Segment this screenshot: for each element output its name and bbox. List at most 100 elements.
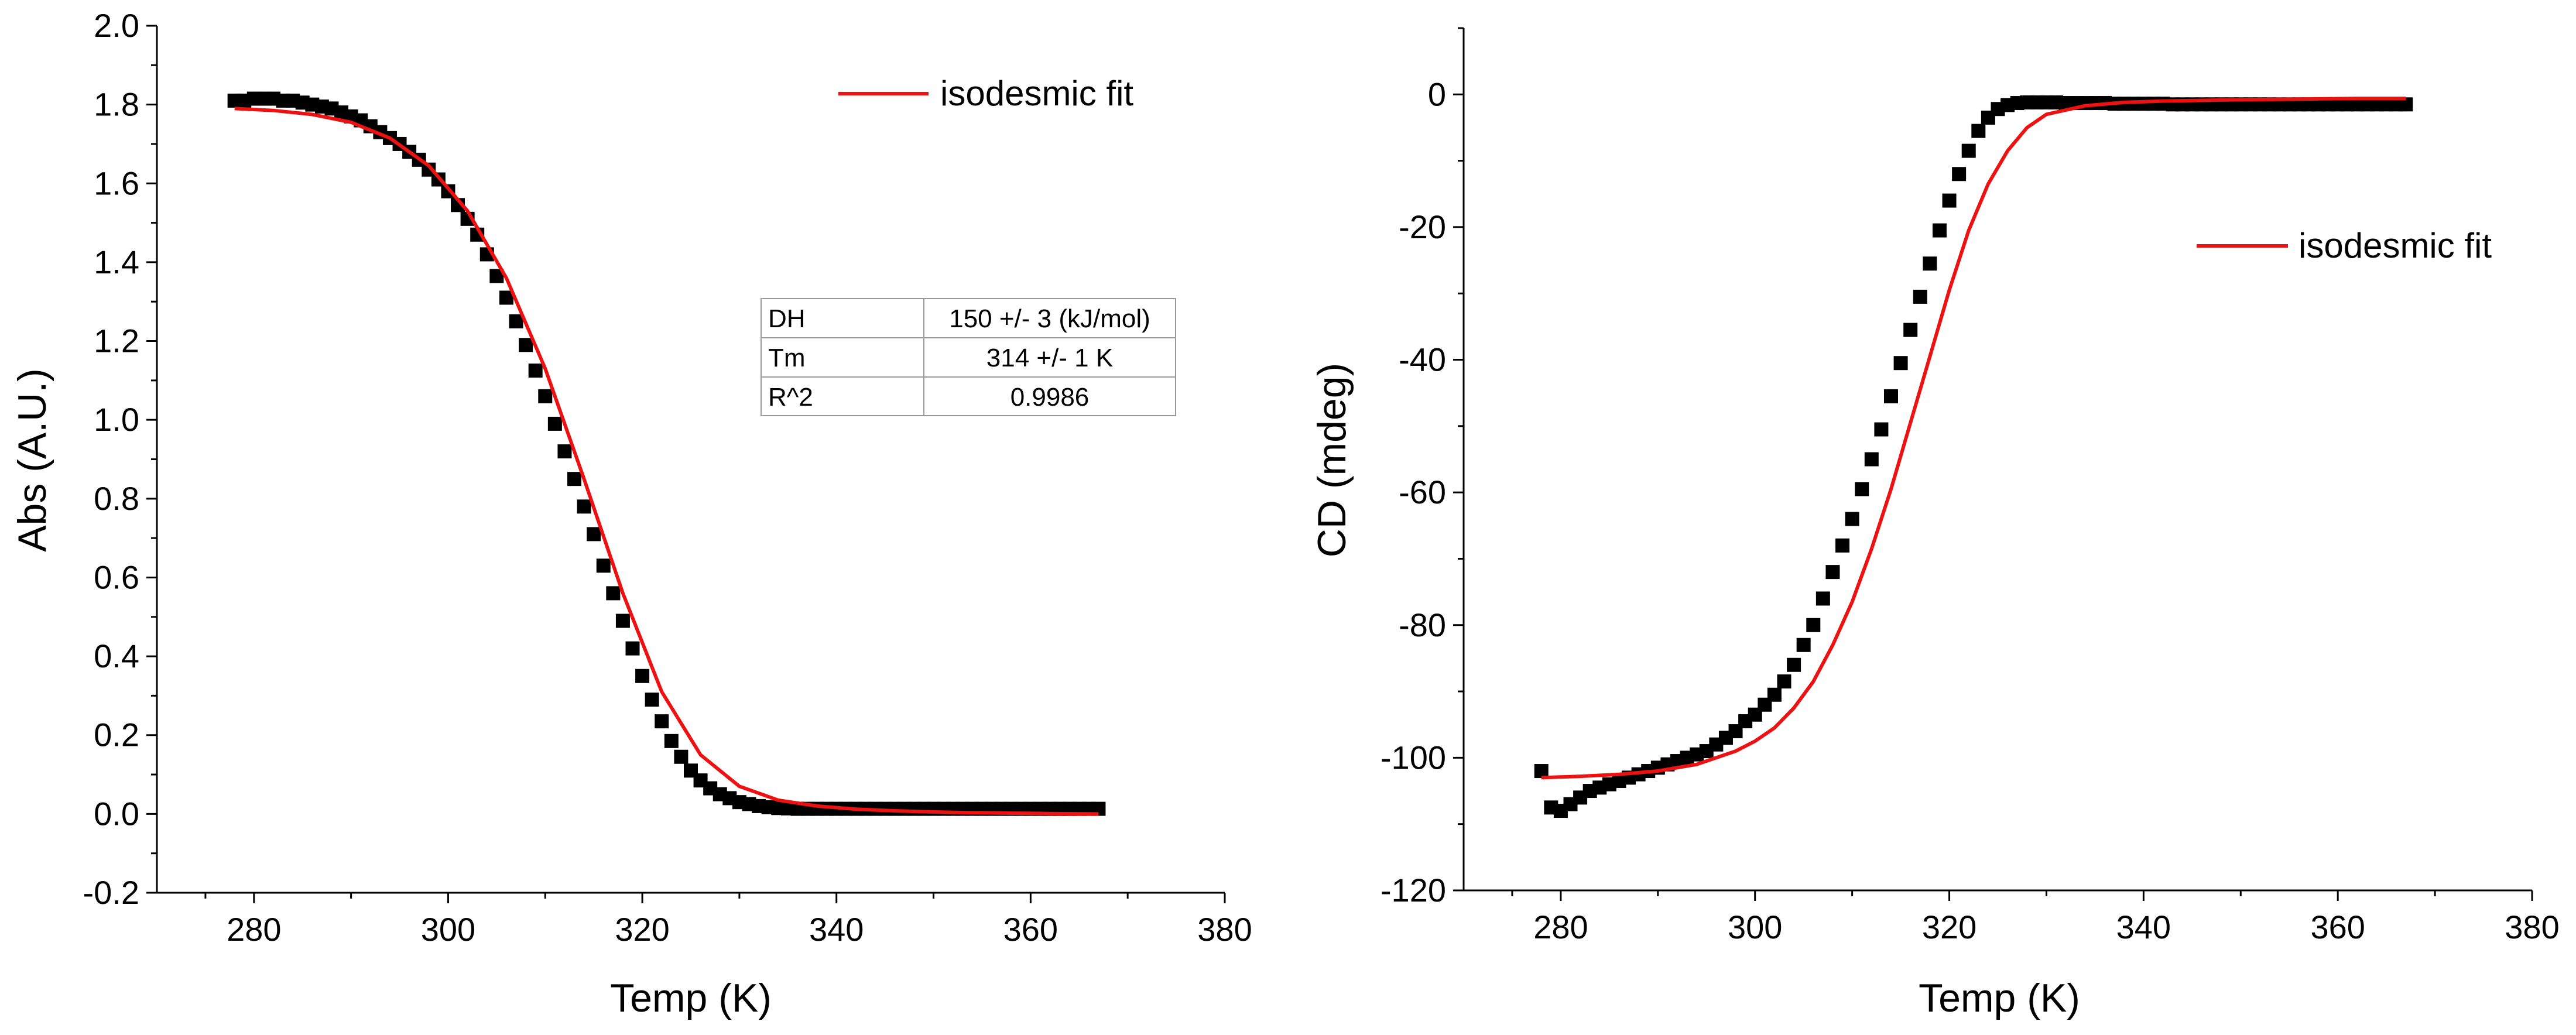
- abs-data-point: [615, 614, 630, 628]
- cd-y-tick-label: -20: [1399, 208, 1446, 245]
- cd-data-point: [1923, 256, 1937, 271]
- cd-data-point: [1845, 512, 1859, 526]
- abs-y-tick-label: 1.2: [94, 323, 139, 359]
- cd-data-point: [1893, 356, 1908, 371]
- cd-x-tick-label: 300: [1728, 909, 1782, 945]
- table-row-dh-label: DH: [768, 304, 806, 333]
- abs-data-point: [625, 641, 640, 656]
- absorbance-chart: -0.2 0.0 0.2 0.4 0.6 0.8 1.0 1.2 1.4 1.6 1.8 2.0 28…: [10, 7, 1252, 1020]
- abs-y-ticks: -0.2 0.0 0.2 0.4 0.6 0.8 1.0 1.2 1.4 1.6 1.8 2.0: [83, 7, 157, 911]
- cd-data-point: [1884, 389, 1898, 403]
- abs-data-point: [528, 364, 543, 378]
- fit-parameters-table: DH 150 +/- 3 (kJ/mol) Tm 314 +/- 1 K R^2…: [761, 298, 1176, 416]
- table-row-r2-value: 0.9986: [1010, 383, 1090, 412]
- cd-data-point: [1796, 638, 1811, 652]
- table-row-r2-label: R^2: [768, 383, 813, 412]
- cd-x-axis-title: Temp (K): [1919, 976, 2080, 1020]
- cd-data-point: [1825, 565, 1840, 580]
- abs-y-tick-label: 0.4: [94, 638, 139, 674]
- abs-data-point: [587, 527, 601, 542]
- abs-data-point: [635, 669, 650, 683]
- cd-data-point: [1903, 323, 1918, 337]
- cd-data-point: [1855, 482, 1869, 496]
- abs-data-point: [509, 314, 523, 328]
- abs-data-point: [664, 734, 679, 748]
- abs-legend: isodesmic fit: [838, 74, 1133, 113]
- cd-y-tick-label: 0: [1428, 76, 1446, 112]
- abs-x-ticks: 280 300 320 340 360 380: [204, 893, 1252, 948]
- cd-legend-label: isodesmic fit: [2298, 226, 2492, 265]
- abs-y-axis-title: Abs (A.U.): [10, 368, 54, 552]
- abs-x-tick-label: 340: [809, 911, 864, 948]
- cd-data-point: [1534, 764, 1549, 779]
- abs-data-point: [596, 558, 611, 573]
- abs-data-point: [567, 472, 582, 486]
- cd-data-point: [1913, 289, 1927, 304]
- cd-fit-line: [1541, 97, 2406, 780]
- cd-y-tick-label: -80: [1399, 606, 1446, 643]
- abs-data-point: [645, 693, 659, 707]
- cd-y-tick-label: -40: [1399, 341, 1446, 378]
- cd-data-point: [1787, 657, 1801, 672]
- abs-x-tick-label: 300: [421, 911, 475, 948]
- cd-x-tick-label: 280: [1533, 909, 1588, 945]
- abs-y-tick-label: -0.2: [83, 874, 140, 911]
- abs-x-axis-title: Temp (K): [610, 976, 772, 1020]
- abs-x-tick-label: 280: [227, 911, 281, 948]
- cd-axes: [1462, 28, 2532, 892]
- cd-x-tick-label: 380: [2505, 909, 2559, 945]
- cd-data-point: [1961, 143, 1976, 158]
- abs-fit-line: [234, 107, 1099, 816]
- cd-y-tick-label: -100: [1381, 739, 1446, 776]
- abs-data-points: [227, 91, 1106, 816]
- abs-y-tick-label: 0.8: [94, 480, 139, 517]
- cd-y-tick-label: -120: [1381, 872, 1446, 909]
- abs-data-point: [577, 499, 591, 514]
- abs-x-tick-label: 380: [1197, 911, 1252, 948]
- cd-y-tick-label: -60: [1399, 474, 1446, 510]
- abs-data-point: [655, 714, 669, 729]
- cd-data-point: [1952, 167, 1967, 181]
- cd-x-tick-label: 320: [1922, 909, 1976, 945]
- abs-y-tick-label: 1.4: [94, 244, 139, 280]
- cd-chart: -120 -100 -80 -60 -40 -20 0 280 300 320 340 360 380…: [1310, 27, 2560, 1020]
- cd-data-points: [1534, 95, 2413, 818]
- cd-y-ticks: -120 -100 -80 -60 -40 -20 0: [1381, 27, 1464, 909]
- abs-axes: [156, 26, 1225, 894]
- cd-data-point: [1942, 193, 1957, 208]
- cd-data-point: [1777, 674, 1791, 689]
- cd-data-point: [1874, 422, 1889, 437]
- cd-x-tick-label: 340: [2116, 909, 2171, 945]
- cd-data-point: [1815, 591, 1830, 606]
- cd-data-point: [1864, 452, 1879, 467]
- abs-x-tick-label: 320: [615, 911, 669, 948]
- abs-data-point: [557, 444, 572, 459]
- table-row-dh-value: 150 +/- 3 (kJ/mol): [949, 304, 1150, 333]
- cd-data-point: [1835, 538, 1850, 553]
- table-border: [761, 298, 1176, 416]
- abs-y-tick-label: 2.0: [94, 7, 139, 44]
- cd-x-ticks: 280 300 320 340 360 380: [1511, 890, 2560, 945]
- cd-data-point: [1932, 223, 1947, 238]
- table-row-tm-value: 314 +/- 1 K: [986, 344, 1113, 372]
- abs-y-tick-label: 0.0: [94, 795, 139, 832]
- cd-legend: isodesmic fit: [2197, 226, 2492, 265]
- cd-y-axis-title: CD (mdeg): [1310, 363, 1354, 558]
- cd-data-point: [1806, 618, 1821, 632]
- abs-y-tick-label: 1.0: [94, 401, 139, 438]
- abs-data-point: [519, 338, 533, 352]
- cd-data-point: [1971, 124, 1986, 138]
- abs-y-tick-label: 1.6: [94, 164, 139, 201]
- abs-data-point: [538, 389, 553, 403]
- abs-data-point: [547, 416, 562, 431]
- abs-data-point: [606, 586, 621, 601]
- abs-data-point: [674, 749, 688, 764]
- abs-y-tick-label: 0.2: [94, 717, 139, 753]
- abs-x-tick-label: 360: [1003, 911, 1058, 948]
- cd-data-point: [1767, 687, 1782, 702]
- cd-x-tick-label: 360: [2310, 909, 2365, 945]
- abs-legend-label: isodesmic fit: [940, 74, 1133, 113]
- abs-y-tick-label: 1.8: [94, 86, 139, 123]
- table-row-tm-label: Tm: [768, 344, 806, 372]
